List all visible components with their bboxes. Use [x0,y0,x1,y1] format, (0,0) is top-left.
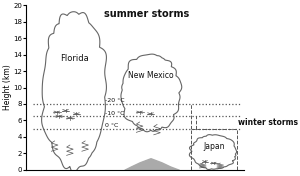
Polygon shape [121,54,182,132]
Text: New Mexico: New Mexico [128,71,173,80]
Text: Japan: Japan [203,142,224,151]
Text: summer storms: summer storms [103,9,189,19]
Polygon shape [189,135,237,169]
Bar [191,129,237,170]
Text: winter storms: winter storms [238,118,298,127]
Y-axis label: Height (km): Height (km) [3,65,12,110]
Text: -20 °C: -20 °C [105,98,124,103]
Text: -10 °C: -10 °C [105,111,124,116]
Polygon shape [42,12,106,173]
Text: Florida: Florida [60,54,88,63]
Text: 0 °C: 0 °C [105,123,118,128]
